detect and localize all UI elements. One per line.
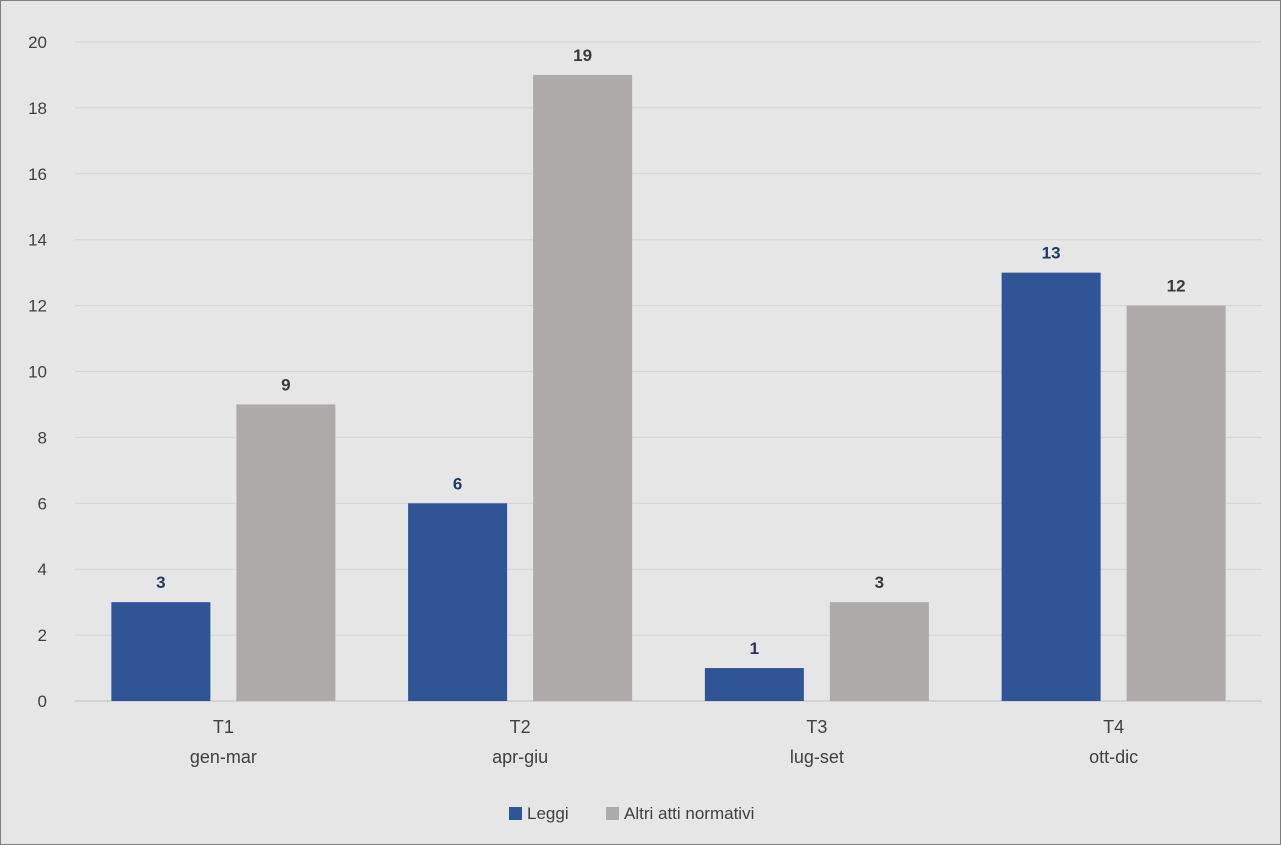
y-tick-label: 16 [28,165,47,184]
bar-leggi [704,668,804,701]
data-label: 1 [750,639,759,658]
bar-altri-atti-normativi [829,602,929,701]
y-tick-label: 12 [28,297,47,316]
x-tick-label: lug-set [790,747,844,767]
x-tick-label: apr-giu [492,747,548,767]
x-tick-label: T3 [806,717,827,737]
bar-altri-atti-normativi [1126,305,1226,701]
x-tick-label: ott-dic [1089,747,1138,767]
y-tick-label: 8 [38,428,47,447]
x-tick-label: T1 [213,717,234,737]
data-label: 6 [453,474,462,493]
bar-altri-atti-normativi [533,74,633,701]
bar-leggi [1001,272,1101,701]
y-tick-label: 6 [38,494,47,513]
y-tick-label: 4 [38,560,47,579]
y-tick-label: 18 [28,99,47,118]
legend-swatch [606,807,619,820]
x-tick-label: T2 [510,717,531,737]
y-tick-label: 10 [28,363,47,382]
data-label: 9 [281,375,290,394]
data-label: 3 [875,573,884,592]
bar-leggi [111,602,211,701]
y-tick-label: 0 [38,692,47,711]
y-tick-label: 14 [28,231,47,250]
y-tick-label: 20 [28,33,47,52]
x-tick-label: gen-mar [190,747,257,767]
x-tick-label: T4 [1103,717,1124,737]
data-label: 19 [573,46,592,65]
legend-swatch [509,807,522,820]
bar-altri-atti-normativi [236,404,336,701]
legend-label: Altri atti normativi [624,804,754,823]
y-tick-label: 2 [38,626,47,645]
legend-label: Leggi [527,804,569,823]
data-label: 13 [1042,244,1061,263]
bar-leggi [408,503,508,701]
data-label: 3 [156,573,165,592]
data-label: 12 [1167,277,1186,296]
